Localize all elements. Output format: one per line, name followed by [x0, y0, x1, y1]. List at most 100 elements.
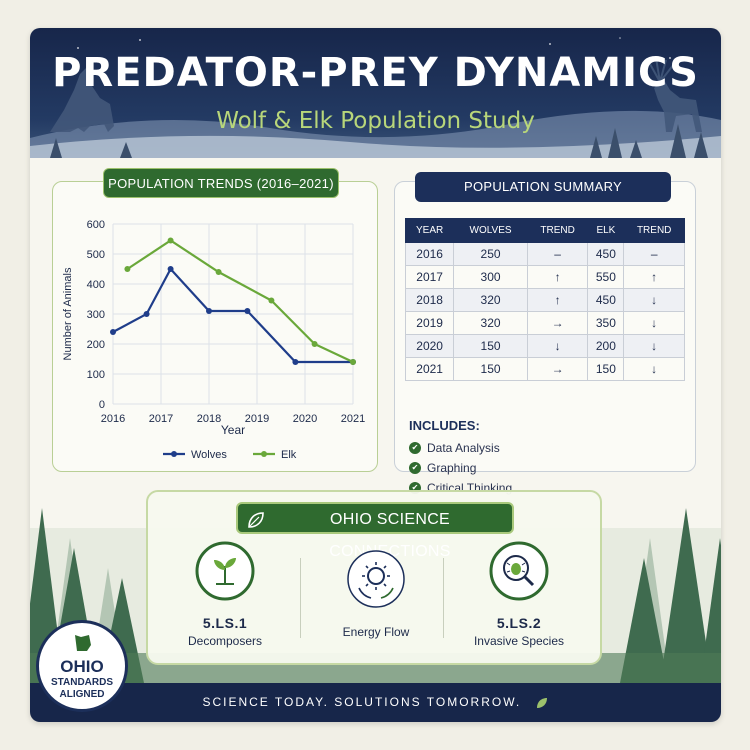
series-line-elk [126, 239, 354, 363]
cell-year: 2021 [404, 357, 455, 381]
cell-elk-trend: ↓ [623, 357, 685, 381]
y-tick-label: 100 [87, 369, 105, 381]
cell-elk-trend: ↑ [623, 265, 685, 289]
y-tick-label: 300 [87, 309, 105, 321]
data-point-elk [350, 359, 356, 365]
column-header: TREND [526, 218, 589, 243]
seedling-icon [195, 541, 255, 601]
divider [300, 558, 301, 638]
x-tick-label: 2019 [245, 413, 269, 425]
cell-year: 2016 [404, 242, 455, 266]
x-axis-label: Year [221, 423, 245, 437]
cell-elk-trend: – [623, 242, 685, 266]
cell-wolves: 250 [453, 242, 528, 266]
cell-elk: 450 [587, 242, 625, 266]
legend-marker-wolves [171, 451, 177, 457]
data-point-wolves [110, 329, 116, 335]
y-axis-label: Number of Animals [62, 267, 74, 360]
table-row: 2018 320 ↑ 450 ↓ [404, 288, 685, 312]
column-header: ELK [587, 218, 625, 243]
header-scenery [30, 37, 721, 158]
badge-line2: STANDARDS ALIGNED [50, 677, 114, 700]
check-icon: ✔ [409, 462, 421, 474]
cell-wolves-trend: ↓ [526, 334, 589, 358]
x-tick-label: 2020 [293, 413, 317, 425]
cell-year: 2019 [404, 311, 455, 335]
x-tick-label: 2017 [149, 413, 173, 425]
legend-label-elk: Elk [281, 449, 297, 461]
footer-tagline: SCIENCE TODAY. SOLUTIONS TOMORROW. [202, 695, 522, 709]
cell-elk-trend: ↓ [623, 311, 685, 335]
cell-elk: 150 [587, 357, 625, 381]
data-point-elk [268, 297, 275, 304]
cell-elk: 350 [587, 311, 625, 335]
ohio-connections-panel: OHIO SCIENCE CONNECTIONS 5.LS.1 Decompos… [146, 490, 602, 665]
data-point-wolves [292, 359, 299, 365]
list-item: ✔ Graphing [409, 458, 512, 478]
cell-wolves: 320 [453, 288, 528, 312]
table-row: 2020 150 ↓ 200 ↓ [404, 334, 685, 358]
standard-name: Invasive Species [473, 634, 565, 648]
list-item: ✔ Data Analysis [409, 438, 512, 458]
wolf-silhouette [50, 68, 114, 132]
connection-decomposers: 5.LS.1 Decomposers [160, 540, 290, 648]
population-summary-table: YEAR WOLVES TREND ELK TREND 2016 250–450–… [404, 218, 685, 381]
cell-elk-trend: ↓ [623, 334, 685, 358]
standard-name: Decomposers [187, 634, 263, 648]
cell-wolves-trend: ↑ [526, 265, 589, 289]
includes-title: INCLUDES: [409, 418, 480, 433]
column-header: WOLVES [453, 218, 528, 243]
data-point-wolves [244, 308, 251, 314]
bug-magnifier-icon [489, 541, 549, 601]
cell-wolves-trend: → [526, 311, 589, 335]
connection-energy-flow: Energy Flow [311, 548, 441, 639]
y-tick-label: 200 [87, 339, 105, 351]
ohio-standards-badge: OHIO STANDARDS ALIGNED [36, 620, 128, 712]
table-row: 2017 300 ↑ 550 ↑ [404, 265, 685, 289]
x-tick-label: 2016 [101, 413, 125, 425]
cell-wolves-trend: – [526, 242, 589, 266]
cell-wolves: 150 [453, 334, 528, 358]
chart-panel-title: POPULATION TRENDS (2016–2021) [103, 168, 339, 198]
ohio-state-icon [75, 635, 91, 651]
table-header-row: YEAR WOLVES TREND ELK TREND [404, 218, 685, 243]
legend-marker-elk [261, 451, 267, 457]
summary-panel-title: POPULATION SUMMARY [415, 172, 671, 202]
y-tick-label: 400 [87, 279, 105, 291]
summary-panel: POPULATION SUMMARY YEAR WOLVES TREND ELK… [394, 172, 696, 495]
poster: PREDATOR-PREY DYNAMICS Wolf & Elk Popula… [30, 28, 721, 722]
cell-year: 2017 [404, 265, 455, 289]
leaf-icon [536, 697, 547, 708]
leaf-icon [248, 512, 264, 528]
ohio-connections-title: OHIO SCIENCE CONNECTIONS [236, 502, 514, 560]
data-point-elk [124, 266, 131, 272]
elk-silhouette [649, 57, 702, 132]
data-point-elk [167, 237, 174, 244]
data-point-elk [311, 341, 318, 347]
cell-wolves: 320 [453, 311, 528, 335]
data-point-wolves [206, 308, 212, 314]
table-row: 2019 320 → 350 ↓ [404, 311, 685, 335]
table-row: 2021 150 → 150 ↓ [404, 357, 685, 381]
population-line-chart: 0 100 200 300 400 500 600 2016 2017 2018 2019 2020… [62, 219, 365, 461]
check-icon: ✔ [409, 442, 421, 454]
data-point-elk [215, 269, 222, 275]
standard-name: Energy Flow [342, 625, 410, 639]
x-tick-label: 2018 [197, 413, 221, 425]
cell-elk: 200 [587, 334, 625, 358]
cell-year: 2020 [404, 334, 455, 358]
y-tick-label: 0 [99, 399, 105, 411]
cell-wolves-trend: → [526, 357, 589, 381]
cell-elk-trend: ↓ [623, 288, 685, 312]
header-banner: PREDATOR-PREY DYNAMICS Wolf & Elk Popula… [30, 28, 721, 158]
connection-invasive-species: 5.LS.2 Invasive Species [454, 540, 584, 648]
data-point-wolves [167, 266, 174, 272]
chart-panel: POPULATION TRENDS (2016–2021) 0 100 200 300… [52, 168, 378, 472]
legend-label-wolves: Wolves [191, 449, 227, 461]
badge-line1: OHIO [60, 657, 104, 676]
footer-bar: SCIENCE TODAY. SOLUTIONS TOMORROW. [30, 683, 721, 722]
y-tick-label: 500 [87, 249, 105, 261]
data-point-wolves [143, 311, 150, 317]
divider [443, 558, 444, 638]
table-row: 2016 250–450– [404, 242, 685, 266]
